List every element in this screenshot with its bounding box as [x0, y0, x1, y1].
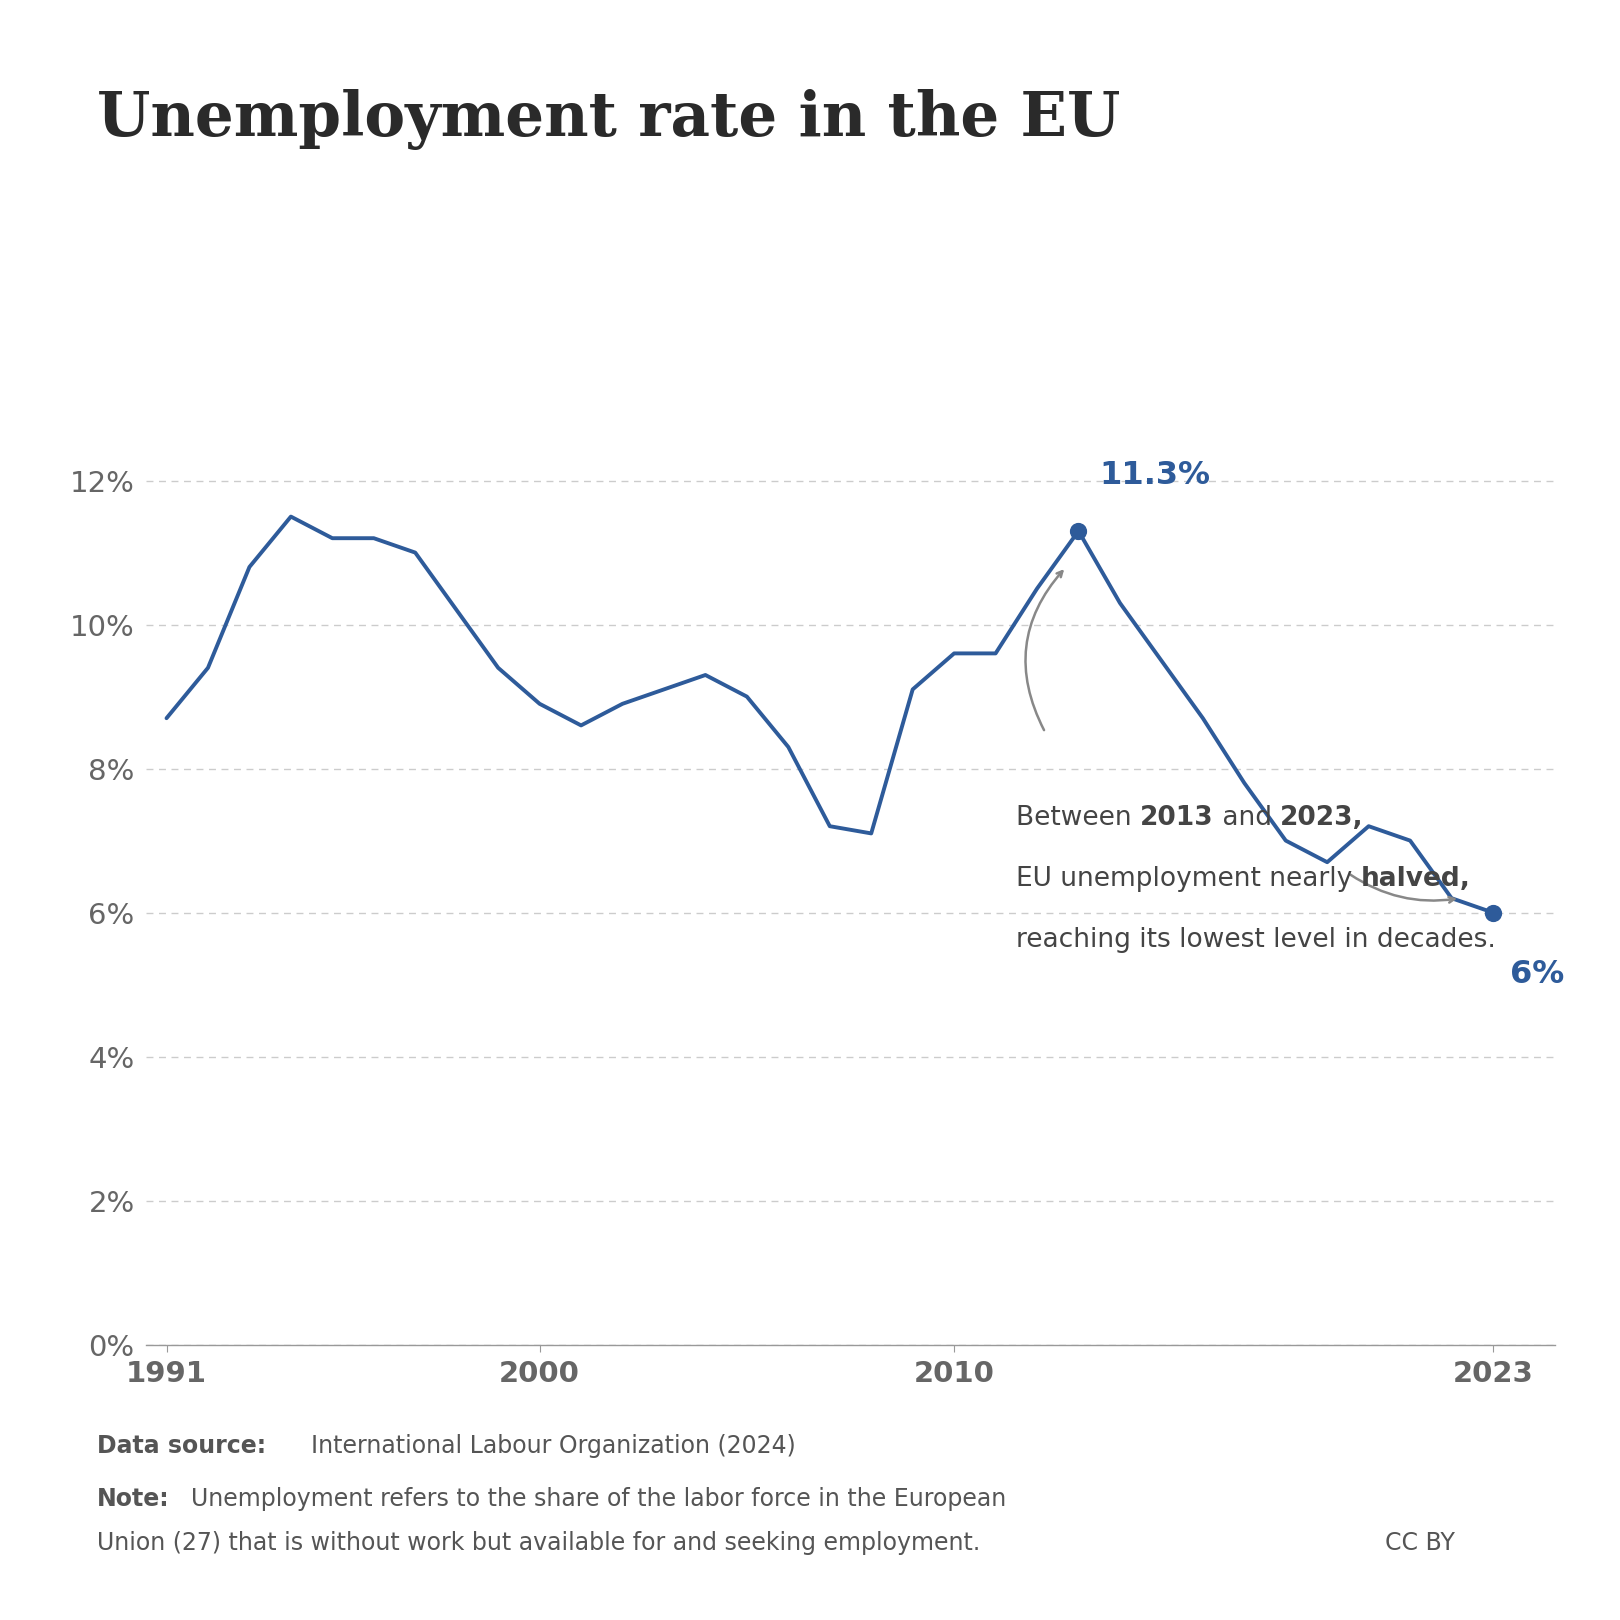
Text: Unemployment refers to the share of the labor force in the European: Unemployment refers to the share of the … [191, 1487, 1006, 1511]
Text: 6%: 6% [1510, 959, 1563, 990]
Text: Unemployment rate in the EU: Unemployment rate in the EU [97, 89, 1121, 151]
Text: Note:: Note: [97, 1487, 170, 1511]
Text: Our World: Our World [1325, 104, 1453, 123]
Text: in Data: in Data [1345, 159, 1434, 178]
Text: halved,: halved, [1361, 865, 1471, 891]
Text: EU unemployment nearly: EU unemployment nearly [1016, 865, 1361, 891]
Text: reaching its lowest level in decades.: reaching its lowest level in decades. [1016, 927, 1497, 953]
Text: Data source:: Data source: [97, 1434, 266, 1458]
Point [1066, 518, 1092, 544]
Text: Union (27) that is without work but available for and seeking employment.: Union (27) that is without work but avai… [97, 1531, 980, 1555]
Text: Between: Between [1016, 805, 1140, 831]
Text: 2023,: 2023, [1280, 805, 1364, 831]
Text: International Labour Organization (2024): International Labour Organization (2024) [311, 1434, 795, 1458]
Text: 2013: 2013 [1140, 805, 1213, 831]
Text: CC BY: CC BY [1385, 1531, 1455, 1555]
Point [1481, 899, 1507, 925]
Text: and: and [1213, 805, 1280, 831]
Text: 11.3%: 11.3% [1100, 460, 1210, 491]
